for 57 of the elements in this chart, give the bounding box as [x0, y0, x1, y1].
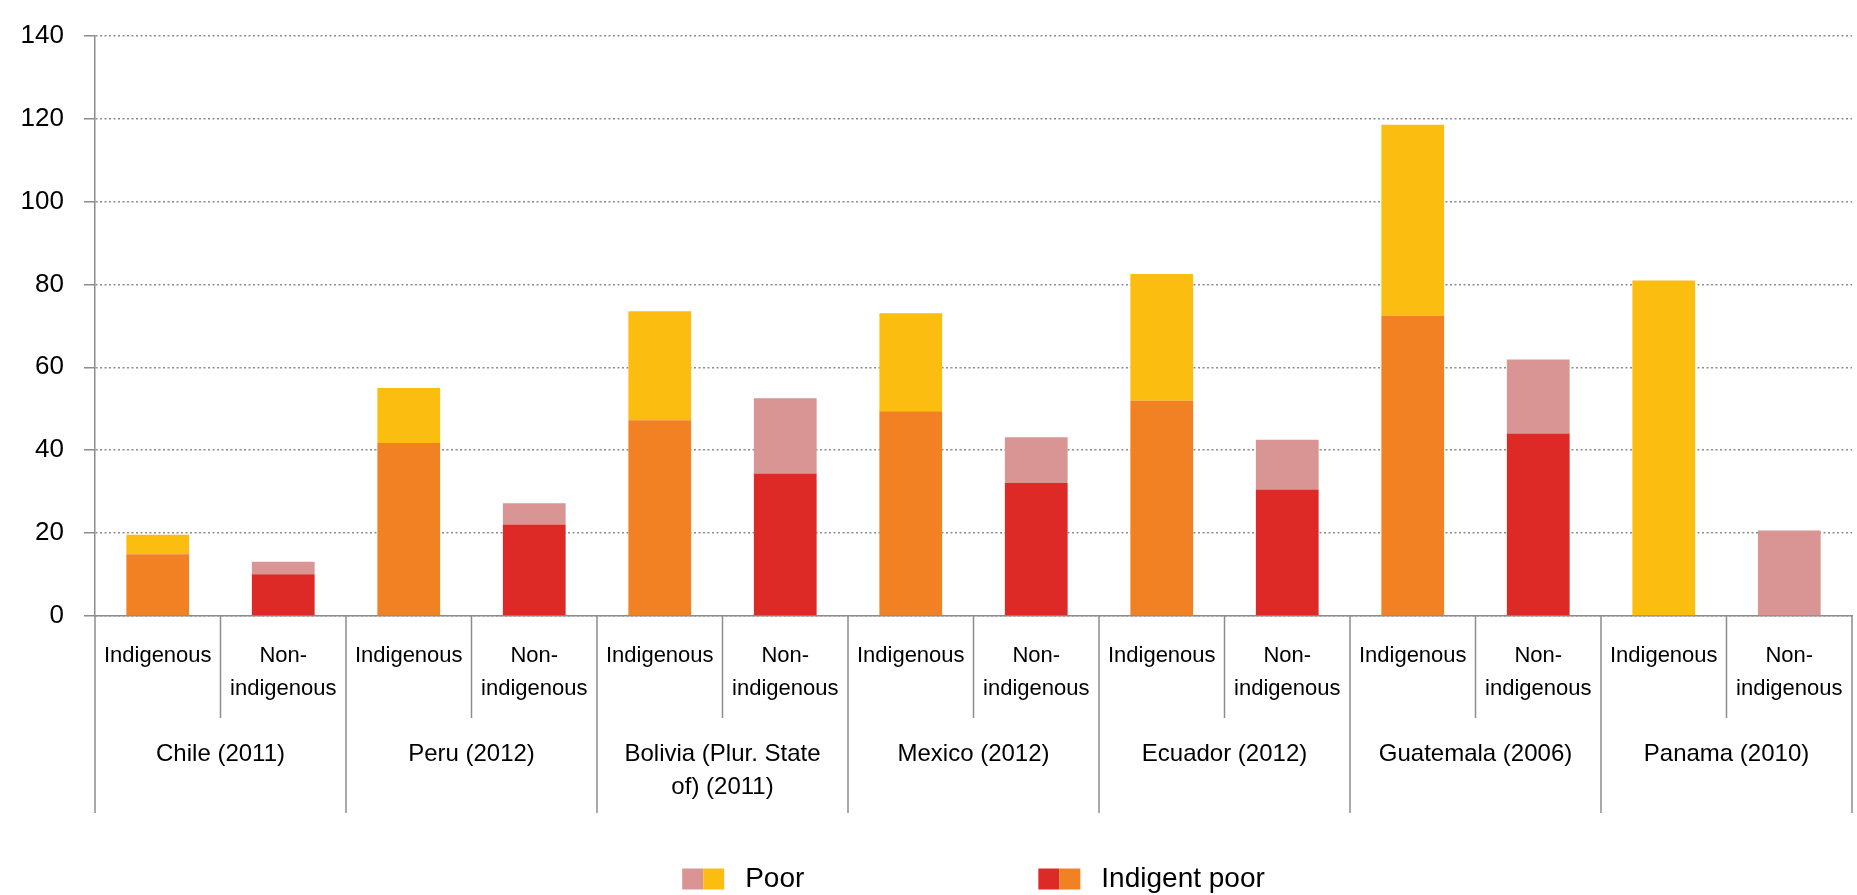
x-tick-label: Non-indigenous — [1736, 642, 1843, 701]
bar — [1130, 273, 1194, 401]
bar — [1130, 400, 1194, 616]
x-tick-label: Non-indigenous — [732, 642, 839, 701]
bar — [502, 503, 566, 525]
x-tick-label: Indigenous — [1107, 642, 1216, 668]
x-tick-label: Indigenous — [856, 642, 965, 668]
x-tick-label: Indigenous — [103, 642, 212, 668]
y-tick-label: 80 — [35, 267, 64, 298]
bar — [1632, 280, 1696, 616]
x-tick-label: Non-indigenous — [983, 642, 1090, 701]
bar — [753, 473, 817, 616]
bar — [251, 574, 315, 616]
bar — [1004, 482, 1068, 616]
y-tick-label: 40 — [35, 433, 64, 464]
bar — [1004, 437, 1068, 483]
text: Mexico (2012) — [897, 738, 1050, 766]
bar — [628, 420, 692, 616]
bar — [126, 534, 190, 555]
y-tick-label: 20 — [35, 516, 64, 547]
y-tick-label: 0 — [49, 599, 64, 630]
y-tick-label: 60 — [35, 350, 64, 381]
x-tick-label: Indigenous — [1609, 642, 1718, 668]
y-tick-label: 140 — [20, 18, 64, 49]
bar — [1381, 315, 1445, 616]
bar — [126, 554, 190, 616]
bar — [628, 311, 692, 421]
text: Peru (2012) — [408, 738, 535, 766]
x-tick-label: Indigenous — [1358, 642, 1467, 668]
bar — [753, 398, 817, 474]
x-tick-label: Non-indigenous — [1234, 642, 1341, 701]
x-tick-label: Non-indigenous — [230, 642, 337, 701]
bar — [251, 561, 315, 575]
bar — [377, 443, 441, 616]
bar — [1506, 359, 1570, 434]
legend-label: Indigent poor — [1101, 861, 1265, 893]
text: Chile (2011) — [156, 738, 285, 766]
x-tick-label: Indigenous — [605, 642, 714, 668]
bar — [879, 411, 943, 616]
x-tick-label: Non-indigenous — [1485, 642, 1592, 701]
bar — [502, 524, 566, 616]
bar — [377, 387, 441, 444]
y-tick-label: 100 — [20, 184, 64, 215]
bar — [1255, 489, 1319, 616]
bar — [1757, 530, 1821, 616]
text: Ecuador (2012) — [1141, 738, 1308, 766]
x-tick-label: Non-indigenous — [481, 642, 588, 701]
text: Guatemala (2006) — [1378, 738, 1573, 766]
text: Bolivia (Plur. State of) (2011) — [624, 738, 821, 799]
text: Panama (2010) — [1643, 738, 1810, 766]
legend-label: Poor — [745, 861, 805, 893]
bar — [1255, 439, 1319, 490]
x-tick-label: Indigenous — [354, 642, 463, 668]
bar — [1506, 433, 1570, 616]
y-tick-label: 120 — [20, 101, 64, 132]
bar — [1381, 124, 1445, 316]
bar — [879, 313, 943, 412]
